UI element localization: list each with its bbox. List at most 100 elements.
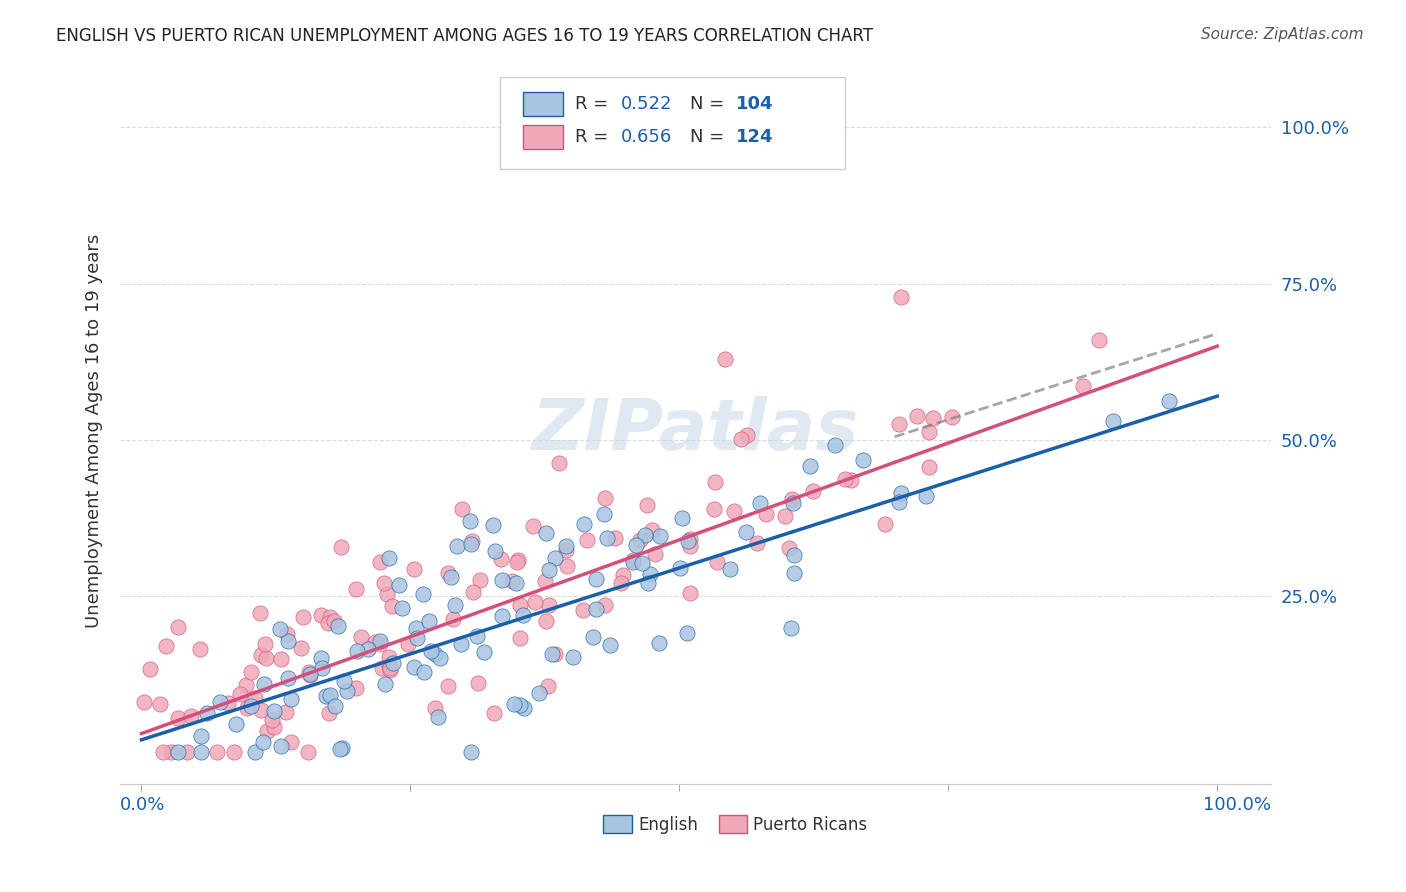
Point bbox=[593, 508, 616, 522]
Point bbox=[914, 489, 936, 503]
Point bbox=[555, 558, 578, 573]
Point bbox=[190, 745, 212, 759]
Point bbox=[160, 745, 183, 759]
Text: 0.0%: 0.0% bbox=[120, 796, 166, 814]
Point bbox=[537, 679, 560, 693]
Point bbox=[380, 664, 402, 678]
Point bbox=[852, 453, 875, 467]
Point bbox=[676, 533, 699, 548]
Point bbox=[344, 582, 367, 596]
Point bbox=[240, 698, 263, 713]
Point bbox=[134, 695, 156, 709]
Point bbox=[253, 637, 276, 651]
Point bbox=[330, 540, 353, 554]
Bar bbox=[523, 125, 564, 150]
Point bbox=[412, 587, 434, 601]
Point bbox=[436, 679, 458, 693]
Point bbox=[472, 645, 495, 659]
Point bbox=[405, 631, 427, 645]
Point bbox=[460, 745, 482, 759]
Point bbox=[368, 637, 391, 651]
Point bbox=[309, 607, 332, 622]
Point bbox=[381, 599, 404, 614]
Point bbox=[824, 437, 846, 451]
Point bbox=[373, 575, 395, 590]
Point bbox=[782, 496, 804, 510]
Point bbox=[621, 555, 644, 569]
Point bbox=[350, 631, 373, 645]
Point bbox=[636, 498, 658, 512]
Point bbox=[311, 661, 333, 675]
Point bbox=[679, 539, 702, 553]
Point bbox=[706, 555, 728, 569]
Point bbox=[941, 409, 963, 424]
Point bbox=[503, 697, 526, 711]
Point bbox=[152, 745, 174, 759]
Point bbox=[522, 519, 544, 533]
Point bbox=[548, 456, 571, 470]
Point bbox=[1102, 414, 1125, 428]
Point bbox=[291, 609, 314, 624]
Point bbox=[235, 678, 257, 692]
FancyBboxPatch shape bbox=[501, 78, 845, 169]
Point bbox=[905, 409, 928, 424]
Point bbox=[534, 614, 557, 628]
Point bbox=[633, 528, 655, 542]
Point bbox=[1088, 334, 1111, 348]
Point bbox=[277, 671, 299, 685]
Point bbox=[378, 661, 401, 675]
Point bbox=[441, 612, 464, 626]
Point bbox=[276, 705, 298, 719]
Point bbox=[315, 690, 337, 704]
Point bbox=[612, 567, 634, 582]
Point bbox=[801, 484, 824, 499]
Point bbox=[585, 572, 607, 586]
Text: 100.0%: 100.0% bbox=[1204, 796, 1271, 814]
Point bbox=[224, 745, 246, 759]
Point bbox=[775, 508, 797, 523]
Point bbox=[451, 501, 474, 516]
Point bbox=[467, 676, 489, 690]
Point bbox=[574, 516, 596, 531]
Point bbox=[585, 602, 607, 616]
Point bbox=[468, 573, 491, 587]
Point bbox=[509, 598, 531, 612]
Point bbox=[316, 615, 339, 630]
Point bbox=[465, 629, 488, 643]
Text: 0.522: 0.522 bbox=[620, 95, 672, 112]
Point bbox=[755, 507, 778, 521]
Point bbox=[329, 741, 352, 756]
Point bbox=[561, 650, 583, 665]
Point bbox=[253, 677, 276, 691]
Point bbox=[371, 661, 394, 675]
Point bbox=[534, 526, 557, 541]
Point bbox=[676, 626, 699, 640]
Point bbox=[270, 739, 292, 753]
Point bbox=[782, 492, 804, 507]
Bar bbox=[603, 815, 633, 833]
Bar bbox=[523, 92, 564, 116]
Point bbox=[240, 665, 263, 679]
Point bbox=[229, 687, 252, 701]
Point bbox=[621, 553, 644, 567]
Text: 124: 124 bbox=[735, 128, 773, 145]
Point bbox=[412, 665, 434, 679]
Point bbox=[704, 475, 727, 489]
Point bbox=[482, 518, 505, 533]
Point bbox=[269, 622, 291, 636]
Point bbox=[190, 642, 212, 657]
Point bbox=[437, 566, 460, 580]
Point bbox=[730, 432, 752, 446]
Point bbox=[364, 635, 387, 649]
Point bbox=[280, 692, 302, 706]
Point bbox=[512, 608, 534, 623]
Point bbox=[917, 425, 939, 439]
Point bbox=[509, 698, 531, 713]
Point bbox=[332, 673, 354, 688]
Point bbox=[554, 543, 576, 558]
Point bbox=[236, 700, 259, 714]
Point bbox=[381, 657, 404, 671]
Point bbox=[575, 533, 598, 548]
Point bbox=[460, 537, 482, 551]
Point bbox=[263, 720, 285, 734]
